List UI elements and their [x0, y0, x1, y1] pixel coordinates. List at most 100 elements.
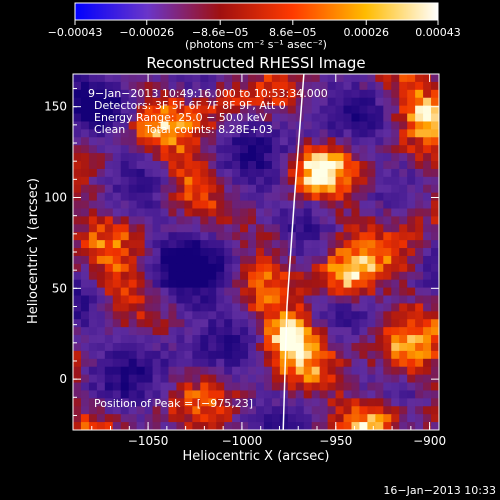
heatmap-cell	[88, 184, 98, 194]
heatmap-cell	[208, 232, 217, 241]
heatmap-cell	[168, 113, 178, 123]
heatmap-cell	[73, 263, 82, 273]
heatmap-cell	[351, 255, 361, 265]
heatmap-cell	[303, 398, 313, 407]
heatmap-cell	[160, 342, 170, 352]
heatmap-cell	[263, 303, 273, 312]
heatmap-cell	[431, 240, 439, 249]
heatmap-cell	[256, 255, 265, 265]
heatmap-cell	[88, 232, 98, 241]
heatmap-cell	[415, 89, 424, 99]
heatmap-cell	[144, 271, 154, 281]
heatmap-cell	[80, 390, 90, 399]
heatmap-cell	[184, 255, 193, 265]
heatmap-cell	[319, 161, 329, 170]
heatmap-cell	[120, 263, 130, 273]
heatmap-cell	[391, 113, 400, 123]
heatmap-cell	[136, 81, 146, 91]
heatmap-cell	[232, 295, 241, 305]
heatmap-cell	[216, 224, 225, 233]
heatmap-cell	[73, 153, 82, 162]
heatmap-cell	[431, 224, 439, 233]
heatmap-cell	[256, 295, 265, 305]
heatmap-cell	[80, 161, 90, 170]
heatmap-cell	[88, 382, 98, 392]
heatmap-cell	[216, 89, 225, 99]
heatmap-cell	[335, 342, 345, 352]
heatmap-cell	[335, 382, 345, 392]
heatmap-cell	[287, 121, 297, 130]
heatmap-cell	[208, 81, 217, 91]
heatmap-cell	[168, 366, 178, 376]
heatmap-cell	[359, 319, 368, 328]
heatmap-cell	[104, 366, 114, 376]
heatmap-cell	[128, 137, 138, 146]
heatmap-cell	[168, 145, 178, 154]
heatmap-cell	[327, 382, 337, 392]
heatmap-cell	[311, 153, 321, 162]
heatmap-cell	[184, 279, 193, 289]
heatmap-cell	[73, 161, 82, 170]
heatmap-cell	[128, 161, 138, 170]
heatmap-cell	[399, 263, 408, 273]
heatmap-cell	[311, 414, 321, 423]
heatmap-cell	[383, 137, 392, 146]
heatmap-cell	[152, 153, 162, 162]
heatmap-cell	[120, 161, 130, 170]
heatmap-cell	[112, 216, 122, 225]
heatmap-cell	[319, 255, 329, 265]
heatmap-cell	[391, 342, 400, 352]
heatmap-cell	[271, 390, 281, 399]
heatmap-cell	[200, 263, 209, 273]
heatmap-cell	[240, 224, 249, 233]
heatmap-cell	[248, 263, 257, 273]
heatmap-cell	[423, 248, 432, 257]
heatmap-cell	[136, 350, 146, 360]
heatmap-cell	[319, 121, 329, 130]
heatmap-cell	[335, 208, 345, 217]
heatmap-cell	[399, 255, 408, 265]
heatmap-cell	[279, 287, 289, 297]
heatmap-cell	[224, 382, 233, 392]
heatmap-cell	[88, 192, 98, 202]
heatmap-cell	[216, 208, 225, 217]
heatmap-cell	[375, 374, 384, 384]
heatmap-cell	[208, 97, 217, 107]
heatmap-cell	[407, 121, 416, 130]
heatmap-cell	[303, 168, 313, 178]
heatmap-cell	[192, 192, 201, 202]
heatmap-cell	[256, 224, 265, 233]
heatmap-cell	[303, 161, 313, 170]
heatmap-cell	[224, 74, 233, 83]
heatmap-cell	[192, 74, 201, 83]
heatmap-cell	[367, 422, 376, 430]
heatmap-cell	[136, 224, 146, 233]
heatmap-cell	[279, 342, 289, 352]
heatmap-cell	[136, 287, 146, 297]
heatmap-cell	[160, 358, 170, 368]
heatmap-cell	[391, 414, 400, 423]
heatmap-cell	[208, 255, 217, 265]
heatmap-cell	[248, 335, 257, 344]
heatmap-cell	[176, 398, 185, 407]
heatmap-cell	[383, 271, 392, 281]
heatmap-cell	[144, 121, 154, 130]
heatmap-cell	[415, 176, 424, 186]
heatmap-cell	[184, 382, 193, 392]
x-tick-label: −1050	[128, 434, 169, 448]
heatmap-cell	[136, 319, 146, 328]
heatmap-cell	[287, 311, 297, 320]
heatmap-cell	[80, 113, 90, 123]
heatmap-cell	[112, 121, 122, 130]
heatmap-cell	[112, 240, 122, 249]
heatmap-cell	[407, 113, 416, 123]
heatmap-cell	[279, 137, 289, 146]
heatmap-cell	[192, 81, 201, 91]
heatmap-cell	[423, 366, 432, 376]
heatmap-cell	[335, 311, 345, 320]
heatmap-cell	[224, 342, 233, 352]
heatmap-cell	[431, 248, 439, 257]
heatmap-cell	[319, 145, 329, 154]
heatmap-cell	[319, 192, 329, 202]
heatmap-cell	[359, 255, 368, 265]
